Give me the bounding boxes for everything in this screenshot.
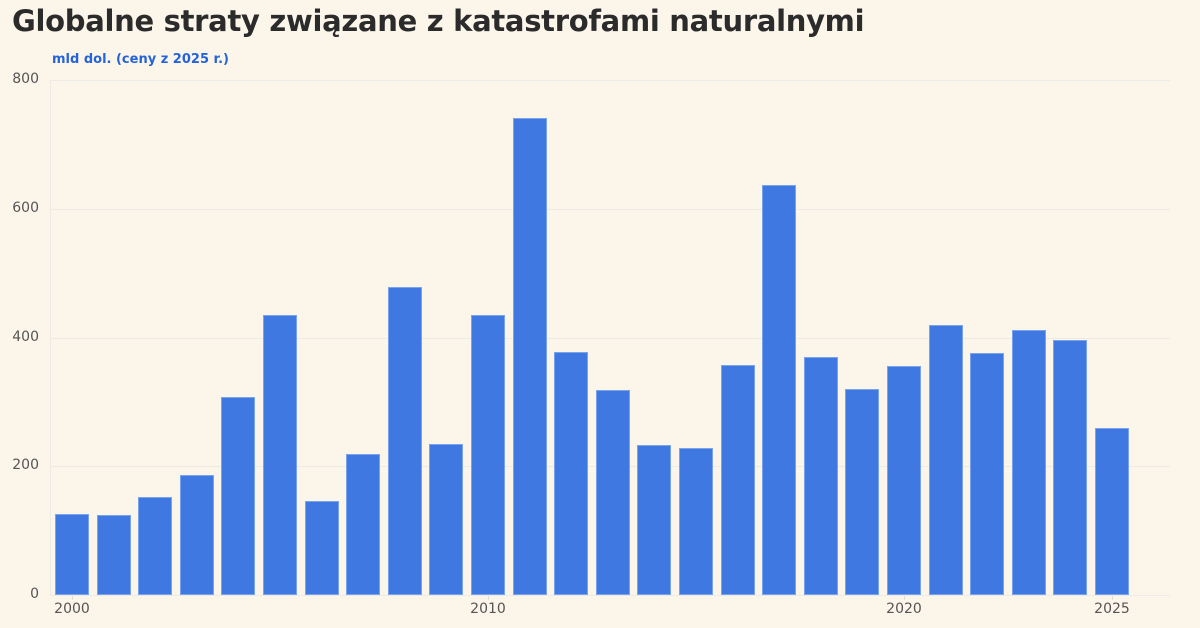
bar-2011[interactable] [512,117,547,595]
plot-area [50,80,1170,596]
x-tick-mark [1112,595,1113,600]
bar-2001[interactable] [96,515,131,595]
bar-2000[interactable] [55,513,89,595]
gridline [50,337,1170,339]
bar-2012[interactable] [554,352,589,595]
y-axis-unit-label: mld dol. (ceny z 2025 r.) [52,52,229,67]
y-tick-label: 200 [12,457,39,474]
x-tick-mark [904,595,905,600]
x-tick-label: 2000 [54,601,90,617]
gridline [50,80,1170,81]
bar-2016[interactable] [720,365,755,595]
bar-2003[interactable] [179,475,214,595]
bar-2010[interactable] [471,314,505,595]
chart-title: Globalne straty związane z katastrofami … [12,4,865,38]
bar-2008[interactable] [387,287,422,595]
y-tick-label: 0 [30,586,39,602]
gridline [50,595,1170,596]
gridline [50,208,1170,210]
bar-2023[interactable] [1011,330,1046,595]
bar-2013[interactable] [595,390,630,595]
y-tick-label: 800 [12,71,39,87]
bar-2014[interactable] [637,445,672,595]
bar-2009[interactable] [429,444,464,595]
x-tick-label: 2025 [1094,601,1130,617]
x-tick-label: 2010 [470,601,506,617]
bar-2019[interactable] [845,389,880,595]
bar-2015[interactable] [679,448,713,595]
bar-2004[interactable] [221,397,256,595]
x-tick-mark [488,595,489,600]
bar-2021[interactable] [928,325,963,595]
bar-2018[interactable] [803,356,838,595]
bar-2020[interactable] [887,365,921,595]
x-tick-label: 2020 [886,601,922,617]
x-tick-mark [72,595,73,600]
bar-2006[interactable] [304,501,339,595]
bar-2024[interactable] [1053,340,1088,595]
bar-2007[interactable] [346,454,381,595]
bar-2022[interactable] [970,352,1005,595]
bar-2002[interactable] [138,497,173,595]
bar-2017[interactable] [762,184,797,595]
y-tick-label: 600 [12,199,39,216]
bar-2025[interactable] [1095,428,1129,595]
y-tick-label: 400 [12,328,39,345]
bar-2005[interactable] [263,314,297,595]
